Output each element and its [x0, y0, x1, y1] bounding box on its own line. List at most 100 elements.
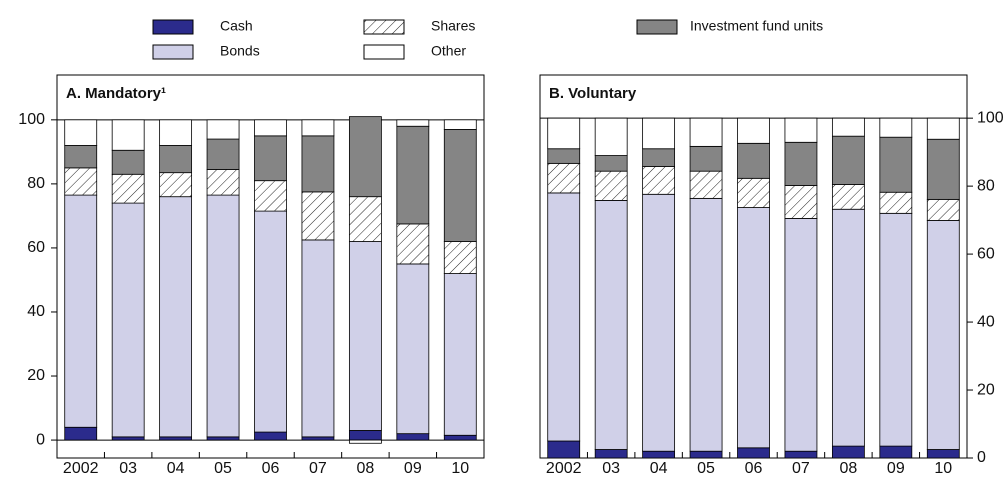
y-tick-label: 80 — [27, 175, 45, 192]
y-tick-label: 0 — [977, 449, 986, 466]
bar-segment — [206, 194, 240, 438]
x-tick-label: 2002 — [63, 460, 99, 477]
bar-segment — [254, 210, 287, 433]
x-tick-label: 05 — [214, 460, 232, 477]
x-tick-label: 2002 — [546, 460, 582, 477]
bar-segment — [737, 177, 770, 208]
x-tick-label: 06 — [745, 460, 763, 477]
legend-label: Investment fund units — [690, 18, 823, 34]
panel-title: B. Voluntary — [549, 85, 637, 102]
bar-segment — [159, 172, 193, 198]
y-tick-label: 40 — [27, 303, 45, 320]
bar-segment — [547, 440, 581, 459]
bar-segment — [301, 119, 335, 137]
bar-segment — [784, 141, 818, 186]
bar-segment — [64, 426, 98, 441]
bar-segment — [111, 436, 145, 441]
y-tick-label: 100 — [977, 109, 1004, 126]
bar-segment — [443, 273, 477, 436]
bar-segment — [443, 241, 477, 274]
bar-segment — [594, 117, 628, 156]
y-tick-label: 60 — [27, 239, 45, 256]
y-tick-label: 20 — [27, 367, 45, 384]
bar-segment — [831, 117, 865, 137]
bar-segment — [737, 447, 770, 459]
bar-segment — [206, 169, 240, 196]
bar-segment — [689, 117, 723, 147]
panel-title: A. Mandatory¹ — [66, 85, 166, 102]
bar-segment — [594, 449, 628, 459]
bar-segment — [642, 148, 676, 167]
legend-swatch — [152, 44, 194, 60]
bar-segment — [443, 119, 477, 130]
bar-segment — [784, 450, 818, 459]
x-tick-label: 07 — [792, 460, 810, 477]
bar-segment — [206, 138, 240, 170]
legend-label: Shares — [431, 18, 475, 34]
bar-segment — [784, 185, 818, 219]
bar-segment — [926, 220, 960, 450]
bar-segment — [396, 433, 430, 441]
bar-segment — [206, 119, 240, 140]
bar-segment — [301, 135, 335, 193]
bar-segment — [879, 445, 913, 459]
bar-segment — [831, 208, 865, 447]
bar-segment — [443, 434, 477, 441]
x-tick-label: 08 — [839, 460, 857, 477]
x-tick-label: 10 — [934, 460, 952, 477]
bar-segment — [926, 449, 960, 459]
x-tick-label: 09 — [404, 460, 422, 477]
bar-segment — [926, 117, 960, 140]
y-tick-label: 100 — [18, 111, 45, 128]
bar-segment — [206, 436, 240, 441]
bar-segment — [879, 191, 913, 214]
bar-segment — [737, 207, 770, 449]
bar-segment — [254, 431, 287, 441]
bar-segment — [159, 196, 193, 438]
bar-segment — [831, 184, 865, 210]
panel-frame — [56, 74, 485, 459]
bar-segment — [64, 145, 98, 169]
bar-segment — [689, 450, 723, 459]
legend-label: Cash — [220, 18, 253, 34]
bar-segment — [784, 218, 818, 452]
legend-swatch — [363, 44, 405, 60]
x-tick-label: 04 — [650, 460, 668, 477]
bar-segment — [879, 136, 913, 193]
bar-segment — [689, 197, 723, 452]
bar-segment — [348, 439, 382, 444]
bar-segment — [831, 135, 865, 185]
bar-segment — [879, 212, 913, 447]
bar-segment — [64, 194, 98, 428]
x-tick-label: 10 — [451, 460, 469, 477]
bar-segment — [594, 155, 628, 172]
bar-segment — [111, 173, 145, 204]
legend-label: Other — [431, 43, 466, 59]
x-tick-label: 06 — [262, 460, 280, 477]
bar-segment — [689, 170, 723, 199]
legend-label: Bonds — [220, 43, 260, 59]
x-tick-label: 05 — [697, 460, 715, 477]
bar-segment — [737, 142, 770, 179]
x-tick-label: 03 — [119, 460, 137, 477]
bar-segment — [159, 119, 193, 146]
bar-segment — [926, 198, 960, 221]
bar-segment — [348, 241, 382, 431]
bar-segment — [737, 117, 770, 144]
bar-segment — [348, 116, 382, 198]
bar-segment — [254, 135, 287, 182]
bar-segment — [301, 191, 335, 241]
bar-segment — [547, 117, 581, 150]
bar-segment — [642, 166, 676, 195]
x-tick-label: 09 — [887, 460, 905, 477]
bar-segment — [301, 239, 335, 438]
bar-segment — [396, 125, 430, 225]
bar-segment — [111, 149, 145, 175]
bar-segment — [254, 180, 287, 212]
bar-segment — [159, 436, 193, 441]
x-tick-label: 04 — [167, 460, 185, 477]
y-tick-label: 80 — [977, 177, 995, 194]
bar-segment — [348, 196, 382, 242]
x-tick-label: 03 — [602, 460, 620, 477]
